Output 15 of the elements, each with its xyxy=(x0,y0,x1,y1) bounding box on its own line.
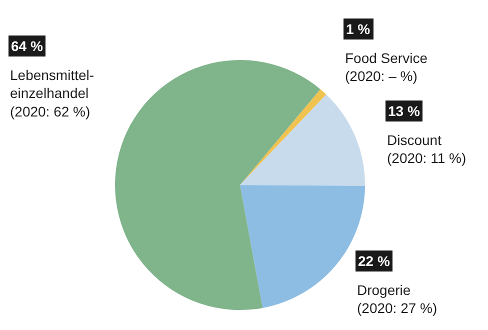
text: (2020: – %) xyxy=(345,68,418,84)
data-label: 13 % xyxy=(388,103,420,119)
data-label: 1 % xyxy=(346,21,371,37)
pie-slice xyxy=(240,89,326,185)
slice-label: Lebensmittel- einzelhandel xyxy=(10,67,94,102)
slice-label: Discount xyxy=(387,132,442,148)
data-label: 22 % xyxy=(358,253,390,269)
text: (2020: 11 %) xyxy=(387,150,466,166)
text: (2020: 62 %) xyxy=(10,103,90,120)
slice-label: Drogerie xyxy=(357,282,411,298)
pie-slice xyxy=(115,60,320,310)
slice-label: Food Service xyxy=(345,50,428,66)
pie-slice xyxy=(240,94,365,186)
text: (2020: 27 %) xyxy=(357,300,438,316)
data-label: 64 % xyxy=(11,38,44,54)
